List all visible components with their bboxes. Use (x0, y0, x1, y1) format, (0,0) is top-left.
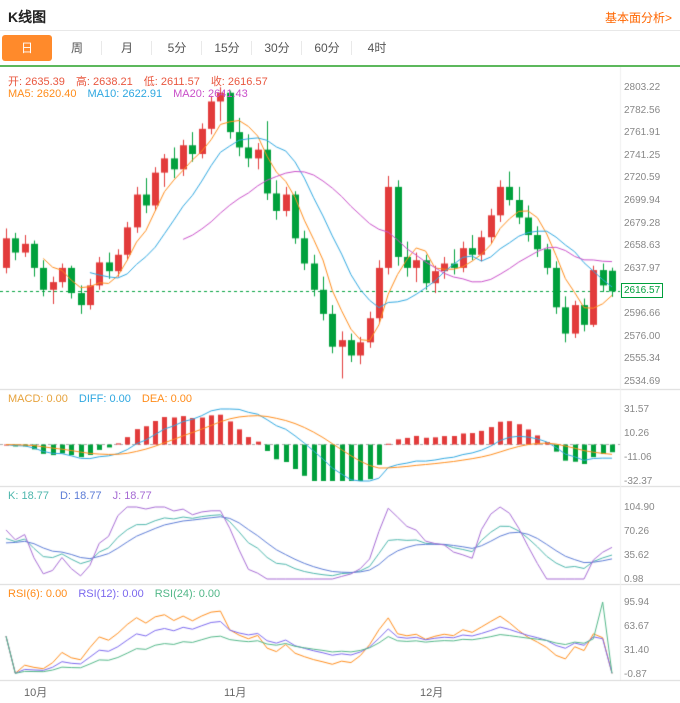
y-axis-label: 95.94 (624, 597, 650, 608)
tab-period-0[interactable]: 日 (2, 35, 52, 61)
legend-low: 低: 2611.57 (143, 76, 200, 88)
y-axis-label: 2534.69 (624, 375, 661, 387)
rsi-legend: RSI(6): 0.00 RSI(12): 0.00 RSI(24): 0.00 (8, 588, 220, 600)
tab-period-6[interactable]: 60分 (302, 36, 352, 60)
y-axis-label: 2741.25 (624, 149, 661, 161)
y-axis-label: 2555.34 (624, 353, 661, 365)
y-axis-label: 2699.94 (624, 195, 661, 207)
legend-ma5: MA5: 2620.40 (8, 88, 77, 100)
y-axis-label: 31.57 (624, 404, 650, 415)
tab-period-5[interactable]: 30分 (252, 36, 302, 60)
y-axis-label: 2576.00 (624, 330, 661, 342)
header: K线图 基本面分析> (0, 0, 680, 31)
legend-dea: DEA: 0.00 (141, 393, 193, 405)
y-axis-label: 10.26 (624, 428, 650, 439)
tab-period-4[interactable]: 15分 (202, 36, 252, 60)
y-axis-label: 63.67 (624, 621, 650, 632)
legend-rsi24: RSI(24): 0.00 (154, 588, 221, 600)
current-price-badge: 2616.57 (621, 283, 664, 299)
legend-rsi12: RSI(12): 0.00 (78, 588, 144, 600)
legend-d: D: 18.77 (59, 490, 102, 502)
tab-period-3[interactable]: 5分 (152, 36, 202, 60)
legend-diff: DIFF: 0.00 (78, 393, 131, 405)
y-axis-label: -11.06 (624, 452, 652, 463)
x-axis-label: 11月 (224, 687, 247, 699)
legend-ma20: MA20: 2641.43 (173, 88, 248, 100)
y-axis-label: 31.40 (624, 645, 650, 656)
y-axis-label: 0.98 (624, 574, 644, 585)
page-title: K线图 (8, 9, 47, 25)
kline-canvas[interactable] (0, 67, 680, 703)
x-axis-label: 12月 (420, 687, 444, 699)
y-axis-label: 35.62 (624, 550, 650, 561)
tab-period-2[interactable]: 月 (102, 36, 152, 60)
legend-open: 开: 2635.39 (8, 76, 65, 88)
y-axis-label: 2596.66 (624, 308, 661, 320)
y-axis-label: 104.90 (624, 502, 655, 513)
ma-legend: MA5: 2620.40 MA10: 2622.91 MA20: 2641.43 (8, 88, 248, 100)
y-axis-label: 70.26 (624, 526, 650, 537)
y-axis-label: 2637.97 (624, 262, 661, 274)
y-axis-label: -32.37 (624, 476, 653, 487)
fundamental-analysis-link[interactable]: 基本面分析> (604, 11, 672, 25)
tab-period-1[interactable]: 周 (52, 36, 102, 60)
tab-bar: 日周月 5分 15分 30分 60分 4时 (0, 31, 680, 67)
y-axis-label: 2679.28 (624, 217, 661, 229)
tab-period-7[interactable]: 4时 (367, 41, 387, 55)
y-axis-label: 2658.63 (624, 240, 661, 252)
ohlc-legend: 开: 2635.39 高: 2638.21 低: 2611.57 收: 2616.57 (8, 73, 268, 89)
y-axis-label: 2720.59 (624, 172, 661, 184)
x-axis-label: 10月 (24, 687, 48, 699)
legend-close: 收: 2616.57 (210, 76, 268, 88)
y-axis-label: -0.87 (624, 669, 647, 680)
legend-macd: MACD: 0.00 (8, 393, 68, 405)
y-axis-label: 2803.22 (624, 82, 661, 93)
kdj-legend: K: 18.77 D: 18.77 J: 18.77 (8, 490, 152, 502)
legend-high: 高: 2638.21 (75, 76, 133, 88)
legend-j: J: 18.77 (112, 490, 152, 502)
legend-k: K: 18.77 (8, 490, 49, 502)
legend-ma10: MA10: 2622.91 (87, 88, 163, 100)
y-axis-label: 2782.56 (624, 104, 661, 116)
legend-rsi6: RSI(6): 0.00 (8, 588, 68, 600)
y-axis-label: 2761.91 (624, 127, 661, 139)
chart-area: 开: 2635.39 高: 2638.21 低: 2611.57 收: 2616.57… (0, 67, 680, 703)
macd-legend: MACD: 0.00 DIFF: 0.00 DEA: 0.00 (8, 393, 192, 405)
